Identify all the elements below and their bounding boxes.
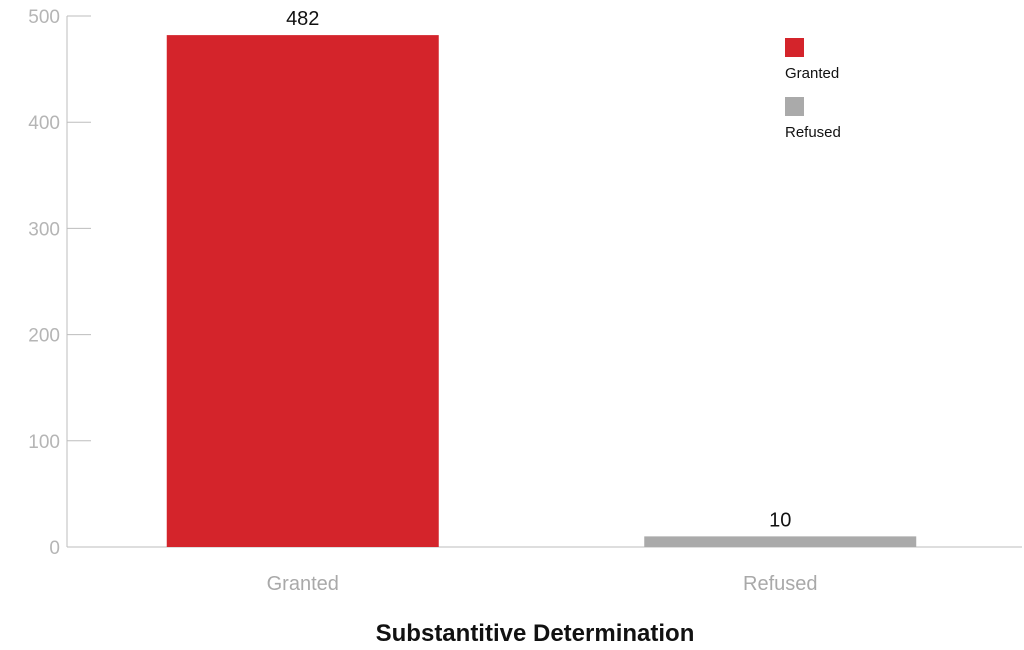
x-tick-label-refused: Refused bbox=[743, 573, 818, 595]
axes: 0 100 200 300 400 500 Granted Refused bbox=[28, 7, 1022, 595]
x-axis-title: Substantitive Determination bbox=[376, 620, 695, 647]
bar-granted bbox=[166, 35, 439, 548]
x-tick-label-granted: Granted bbox=[267, 573, 339, 595]
bar-refused bbox=[644, 536, 917, 547]
data-label-granted: 482 bbox=[286, 8, 319, 30]
data-labels: 482 10 bbox=[286, 8, 791, 531]
y-tick-label: 100 bbox=[28, 432, 60, 453]
legend-label-granted: Granted bbox=[785, 65, 839, 82]
y-tick-label: 0 bbox=[49, 538, 60, 559]
legend-swatch-granted bbox=[785, 38, 804, 57]
legend-label-refused: Refused bbox=[785, 124, 841, 141]
legend: Granted Refused bbox=[785, 38, 841, 141]
bars bbox=[166, 35, 917, 548]
y-tick-label: 400 bbox=[28, 113, 60, 134]
y-tick-label: 500 bbox=[28, 7, 60, 28]
y-tick-label: 300 bbox=[28, 219, 60, 240]
legend-swatch-refused bbox=[785, 97, 804, 116]
data-label-refused: 10 bbox=[769, 509, 791, 531]
y-tick-label: 200 bbox=[28, 326, 60, 347]
